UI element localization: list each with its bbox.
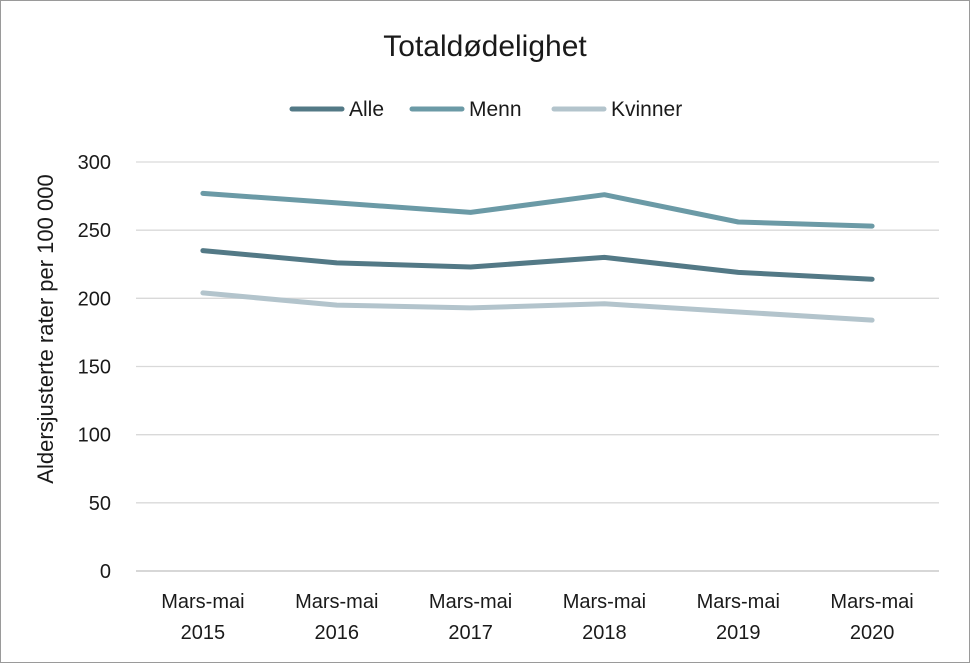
series-lines [203, 193, 872, 320]
series-line-alle [203, 251, 872, 280]
x-tick-label: Mars-mai [830, 591, 913, 613]
chart-title: Totaldødelighet [383, 30, 587, 63]
y-tick-label: 150 [78, 357, 111, 379]
x-tick-label: Mars-mai [563, 591, 646, 613]
legend: Alle Menn Kvinner [292, 98, 682, 121]
y-tick-label: 300 [78, 152, 111, 174]
y-tick-label: 250 [78, 220, 111, 242]
y-tick-label: 0 [100, 561, 111, 583]
x-tick-label: 2019 [716, 622, 761, 644]
series-line-kvinner [203, 293, 872, 320]
y-axis-label: Aldersjusterte rater per 100 000 [33, 174, 58, 483]
x-tick-label: 2020 [850, 622, 895, 644]
y-tick-label: 100 [78, 425, 111, 447]
x-tick-label: Mars-mai [161, 591, 244, 613]
y-tick-label: 50 [89, 493, 111, 515]
x-tick-label: Mars-mai [295, 591, 378, 613]
legend-label-kvinner: Kvinner [611, 98, 682, 121]
legend-label-menn: Menn [469, 98, 522, 121]
x-tick-labels: Mars-mai 2015 Mars-mai 2016 Mars-mai 2017 Mars… [161, 591, 914, 644]
y-tick-label: 200 [78, 288, 111, 310]
series-line-menn [203, 193, 872, 226]
x-tick-label: 2015 [181, 622, 226, 644]
x-tick-label: Mars-mai [697, 591, 780, 613]
y-tick-labels: 0 50 100 150 200 250 300 [78, 152, 111, 583]
legend-label-alle: Alle [349, 98, 384, 121]
x-tick-label: 2016 [315, 622, 360, 644]
x-tick-label: Mars-mai [429, 591, 512, 613]
x-tick-label: 2017 [448, 622, 493, 644]
x-tick-label: 2018 [582, 622, 627, 644]
